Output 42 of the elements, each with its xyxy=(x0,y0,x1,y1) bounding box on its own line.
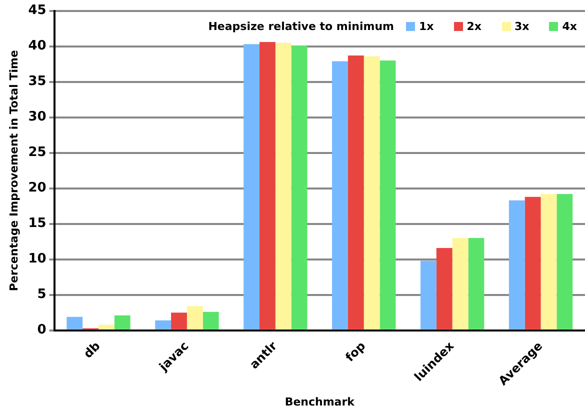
bar xyxy=(171,312,187,330)
legend-label: 2x xyxy=(466,20,482,33)
bar xyxy=(524,196,541,330)
bar xyxy=(114,315,130,330)
y-axis-title: Percentage Improvement in Total Time xyxy=(7,50,20,292)
y-tick-label: 45 xyxy=(28,3,46,18)
bar xyxy=(508,200,525,330)
bar xyxy=(556,194,573,330)
bar xyxy=(291,46,308,330)
bar xyxy=(364,56,380,330)
bar xyxy=(380,60,396,330)
y-tick-label: 15 xyxy=(28,216,46,232)
y-tick-label: 10 xyxy=(28,252,46,267)
legend-label: 1x xyxy=(419,20,434,33)
bar xyxy=(260,42,276,330)
legend-title: Heapsize relative to minimum xyxy=(208,20,394,33)
bar xyxy=(332,61,348,330)
bar xyxy=(348,56,364,330)
bar xyxy=(468,238,484,330)
bar xyxy=(98,324,114,330)
bar xyxy=(202,312,219,330)
y-tick-label: 25 xyxy=(28,145,46,160)
y-tick-label: 40 xyxy=(28,38,46,54)
legend-label: 4x xyxy=(562,20,577,33)
bar xyxy=(186,306,203,330)
y-tick-label: 30 xyxy=(28,110,46,125)
bar xyxy=(244,44,260,330)
y-tick-label: 35 xyxy=(28,74,46,90)
x-axis-title: Benchmark xyxy=(284,395,356,408)
bar xyxy=(420,260,436,330)
bar xyxy=(436,248,452,330)
x-tick-label: fop xyxy=(342,338,368,364)
bar xyxy=(275,42,292,330)
y-tick-label: 5 xyxy=(37,287,46,302)
legend-label: 3x xyxy=(514,20,530,33)
y-tick-label: 20 xyxy=(28,180,46,196)
x-tick-label: db xyxy=(80,338,104,361)
bar xyxy=(155,320,172,330)
y-tick-label: 0 xyxy=(37,322,46,338)
bar xyxy=(452,238,468,330)
bar xyxy=(540,194,557,330)
bar xyxy=(66,316,83,330)
